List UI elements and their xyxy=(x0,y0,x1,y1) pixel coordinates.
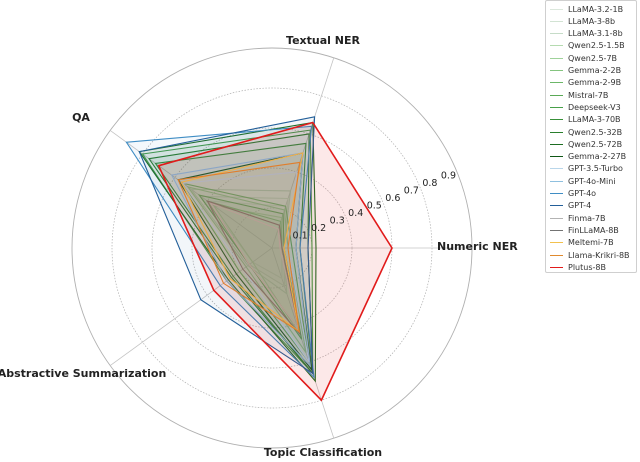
legend-label: GPT-4o xyxy=(568,189,597,198)
legend-swatch xyxy=(550,106,563,108)
legend-label: Qwen2.5-7B xyxy=(568,53,618,63)
legend-label: Gemma-2-2B xyxy=(568,66,622,75)
radar-series xyxy=(125,116,393,402)
radial-tick-labels: 0.10.2 0.30.4 0.50.6 0.70.8 0.9 xyxy=(293,171,456,242)
legend-label: Gemma-2-9B xyxy=(568,78,622,88)
series-polygon-finma-7b xyxy=(209,202,299,329)
legend-item: Plutus-8B xyxy=(550,261,606,273)
legend-item: Gemma-2-27B xyxy=(550,151,626,163)
legend-swatch xyxy=(550,254,563,256)
axis-label-qa: QA xyxy=(72,111,90,124)
axis-label-textual-ner: Textual NER xyxy=(286,34,360,47)
radial-tick-label: 0.3 xyxy=(330,216,345,227)
legend-label: Qwen2.5-1.5B xyxy=(568,41,625,51)
legend-item: GPT-4 xyxy=(550,200,591,212)
legend-swatch xyxy=(550,266,563,268)
legend-item: GPT-4o-Mini xyxy=(550,175,616,187)
legend-item: LLaMA-3-70B xyxy=(550,114,621,126)
series-polygon-mistral-7b xyxy=(197,194,303,340)
legend-swatch xyxy=(550,70,563,71)
legend-item: GPT-4o xyxy=(550,188,596,200)
legend-swatch xyxy=(550,45,563,47)
axis-label-topic-classification: Topic Classification xyxy=(264,446,382,459)
legend-label: LLaMA-3-70B xyxy=(568,115,621,125)
legend-swatch xyxy=(550,156,563,158)
legend-item: GPT-3.5-Turbo xyxy=(550,163,623,175)
axis-spoke xyxy=(271,247,335,439)
radial-tick-label: 0.8 xyxy=(422,178,437,189)
legend-swatch xyxy=(550,57,563,59)
radial-tick-label: 0.1 xyxy=(293,231,308,242)
legend-swatch xyxy=(550,180,563,182)
legend-item: Gemma-2-9B xyxy=(550,77,621,89)
legend-label: LLaMA-3.2-1B xyxy=(568,4,624,14)
legend-label: Meltemi-7B xyxy=(568,238,614,248)
radial-tick-label: 0.2 xyxy=(311,223,326,234)
series-polygon-llama-krikri-8b xyxy=(177,161,301,333)
legend-label: Qwen2.5-32B xyxy=(568,127,623,137)
legend-item: Llama-Krikri-8B xyxy=(550,249,630,261)
radial-tick-label: 0.4 xyxy=(348,208,363,219)
legend-swatch xyxy=(550,217,563,219)
legend-label: Gemma-2-27B xyxy=(568,152,627,162)
axis-labels: Numeric NER Textual NER QA Abstractive Summ… xyxy=(0,34,518,459)
legend-swatch xyxy=(550,20,563,22)
legend-swatch xyxy=(550,94,563,96)
chart-legend: LLaMA-3.2-1B LLaMA-3-8b LLaMA-3.1-8b Qwen2.… xyxy=(545,0,637,273)
legend-swatch xyxy=(550,143,563,145)
legend-item: Deepseek-V3 xyxy=(550,101,621,113)
legend-label: GPT-4 xyxy=(568,201,592,211)
legend-swatch xyxy=(550,33,563,35)
legend-item: Mistral-7B xyxy=(550,89,608,101)
legend-item: FinLLaMA-8B xyxy=(550,224,619,236)
legend-swatch xyxy=(550,229,563,231)
legend-swatch xyxy=(550,193,563,194)
legend-swatch xyxy=(550,119,563,121)
legend-swatch xyxy=(550,82,563,84)
legend-item: Qwen2.5-1.5B xyxy=(550,40,625,52)
legend-swatch xyxy=(550,131,563,133)
legend-swatch xyxy=(550,8,563,10)
legend-label: Plutus-8B xyxy=(568,262,606,272)
legend-item: LLaMA-3.1-8b xyxy=(550,28,623,40)
legend-item: Qwen2.5-32B xyxy=(550,126,622,138)
axis-label-abstractive-summarization: Abstractive Summarization xyxy=(0,367,166,380)
series-polygon-plutus-8b xyxy=(157,121,393,402)
legend-swatch xyxy=(550,242,563,244)
legend-label: LLaMA-3-8b xyxy=(568,16,616,26)
legend-label: GPT-3.5-Turbo xyxy=(568,164,623,174)
legend-label: GPT-4o-Mini xyxy=(568,176,616,186)
legend-label: Deepseek-V3 xyxy=(568,102,621,112)
radial-tick-label: 0.9 xyxy=(441,171,456,182)
series-polygon-llama-3-1-8b xyxy=(189,188,292,295)
legend-item: Meltemi-7B xyxy=(550,237,614,249)
legend-label: LLaMA-3.1-8b xyxy=(568,29,623,39)
legend-item: LLaMA-3-8b xyxy=(550,15,615,27)
legend-item: Finma-7B xyxy=(550,212,605,224)
legend-item: Gemma-2-2B xyxy=(550,65,621,77)
series-polygon-meltemi-7b xyxy=(180,152,304,334)
radial-tick-label: 0.5 xyxy=(367,201,382,212)
legend-label: Finma-7B xyxy=(568,213,606,223)
legend-label: FinLLaMA-8B xyxy=(568,225,619,235)
legend-item: Qwen2.5-72B xyxy=(550,138,622,150)
legend-swatch xyxy=(550,205,563,207)
legend-item: LLaMA-3.2-1B xyxy=(550,3,623,15)
axis-label-numeric-ner: Numeric NER xyxy=(437,240,518,253)
legend-item: Qwen2.5-7B xyxy=(550,52,617,64)
legend-label: Qwen2.5-72B xyxy=(568,139,623,149)
axis-spoke xyxy=(109,247,273,366)
legend-label: Llama-Krikri-8B xyxy=(568,250,630,260)
radial-tick-label: 0.6 xyxy=(385,193,400,204)
radial-tick-label: 0.7 xyxy=(404,186,419,197)
legend-swatch xyxy=(550,168,563,170)
legend-label: Mistral-7B xyxy=(568,90,609,100)
